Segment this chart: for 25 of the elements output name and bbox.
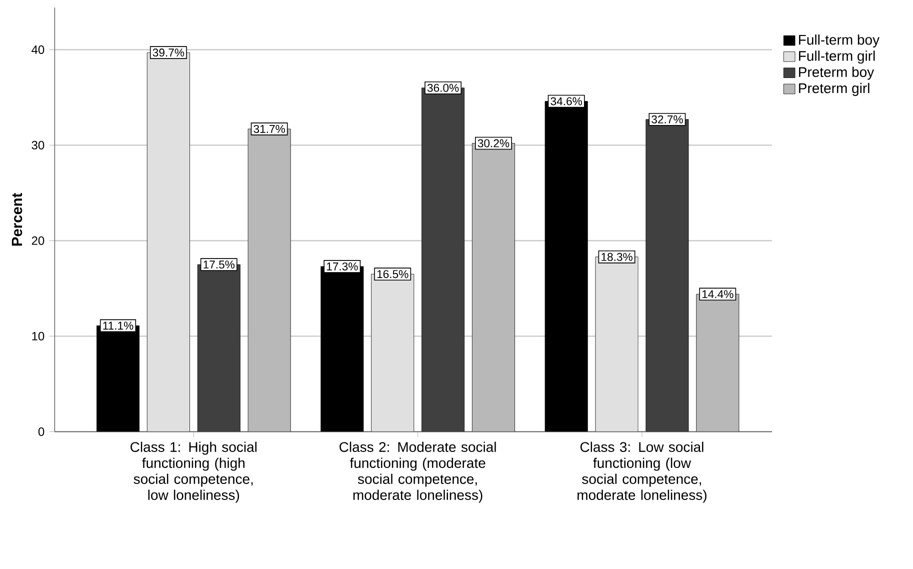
data-label: 11.1%: [103, 322, 134, 330]
data-label: 36.0%: [427, 84, 459, 92]
y-tick-label: 20: [32, 236, 44, 245]
data-label: 17.3%: [326, 262, 358, 270]
x-tick-label: Class 3: Low social functioning (low social competence, moderate loneliness): [578, 442, 706, 503]
y-axis-title: Percent: [12, 192, 22, 246]
legend-label: Full-term girl: [799, 50, 875, 64]
x-tick-label: Class 2: Moderate social functioning (moderate social competence, moderate loneliness): [340, 442, 496, 503]
data-label: 17.5%: [204, 260, 235, 269]
data-label: 32.7%: [652, 115, 683, 124]
data-label: 30.2%: [478, 139, 510, 148]
data-label: 31.7%: [254, 124, 285, 133]
data-label: 34.6%: [550, 97, 582, 106]
y-tick-label: 40: [32, 45, 44, 54]
data-label: 14.4%: [702, 290, 734, 298]
data-label: 16.5%: [377, 270, 408, 278]
y-tick-label: 10: [32, 332, 44, 340]
data-label: 18.3%: [602, 252, 632, 261]
x-tick-label: Class 1: High social functioning (high social competence, low loneliness): [130, 442, 256, 503]
legend-label: Full-term boy: [799, 34, 880, 48]
y-tick-label: 30: [32, 140, 44, 150]
y-tick-label: 0: [38, 427, 44, 436]
legend-label: Preterm girl: [799, 82, 870, 96]
data-label: 39.7%: [152, 48, 184, 57]
legend-label: Preterm boy: [799, 66, 874, 80]
